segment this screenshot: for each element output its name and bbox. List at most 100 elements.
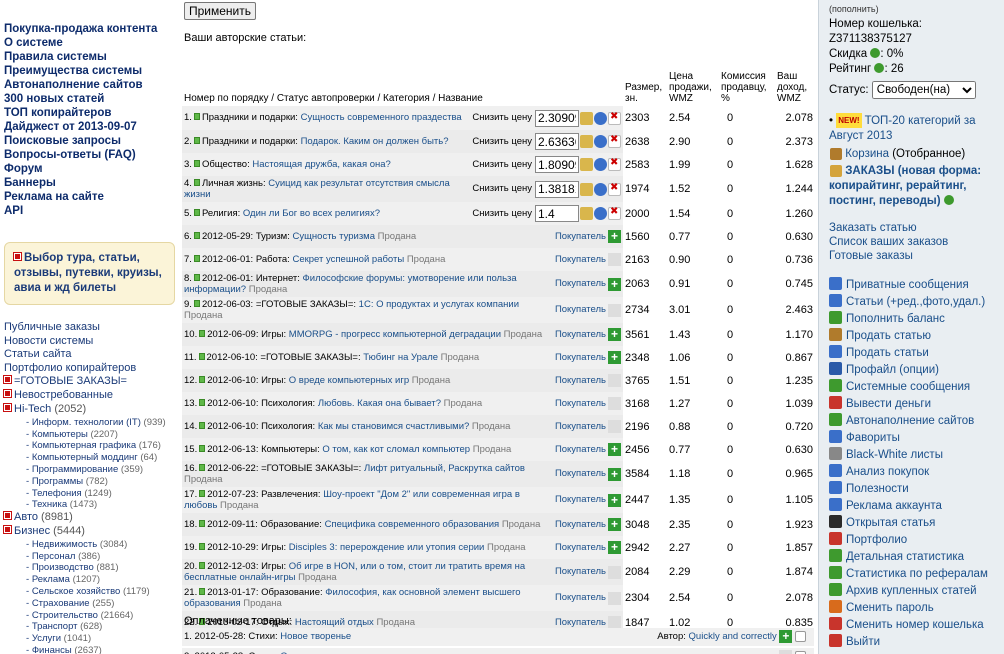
account-link[interactable]: Архив купленных статей <box>819 583 1004 600</box>
account-link-label[interactable]: Системные сообщения <box>846 381 971 393</box>
account-link-label[interactable]: Детальная статистика <box>846 551 965 563</box>
subcategory-item[interactable]: - Недвижимость (3084) <box>26 538 128 550</box>
buyer-link[interactable]: Покупатель <box>554 351 606 363</box>
delete-icon[interactable] <box>608 182 621 196</box>
subcategory-name[interactable]: Техника <box>31 499 68 511</box>
price-input[interactable] <box>535 205 579 222</box>
subcategory-name[interactable]: Телефония <box>31 487 82 499</box>
plus-icon[interactable]: + <box>608 277 621 291</box>
buyer-link[interactable]: Покупатель <box>554 592 606 604</box>
nav-link[interactable]: Форум <box>4 163 43 175</box>
account-link-label[interactable]: Портфолио <box>846 534 908 546</box>
subcategory-item[interactable]: - Техника (1473) <box>26 499 98 511</box>
price-input[interactable] <box>535 109 579 127</box>
section-link[interactable]: Новости системы <box>4 334 94 347</box>
account-link-label[interactable]: Полезности <box>846 483 909 495</box>
subcategory-item[interactable]: - Программы (782) <box>26 475 108 487</box>
section-link[interactable]: Портфолио копирайтеров <box>4 361 137 374</box>
copy-icon[interactable] <box>594 182 607 196</box>
edit-icon[interactable] <box>580 182 593 196</box>
buyer-link[interactable]: Покупатель <box>554 230 606 242</box>
account-link[interactable]: Выйти <box>819 634 1004 651</box>
buyer-link[interactable]: Покупатель <box>554 518 606 530</box>
category-name[interactable]: Невостребованные <box>14 389 113 402</box>
plus-icon[interactable]: + <box>608 493 621 507</box>
account-link[interactable]: Профайл (опции) <box>819 362 1004 379</box>
subcategory-name[interactable]: Компьютеры <box>31 428 88 440</box>
buyer-link[interactable]: Покупатель <box>554 443 606 455</box>
row-title-link[interactable]: Философские форумы: умотворение или поль… <box>184 272 517 296</box>
plus-icon[interactable]: + <box>608 328 621 341</box>
order-link[interactable]: Заказать статью <box>829 222 917 234</box>
buyer-link[interactable]: Покупатель <box>554 304 606 316</box>
subcategory-item[interactable]: - Программирование (359) <box>26 463 144 475</box>
subcategory-name[interactable]: Финансы <box>31 644 72 654</box>
subcategory-item[interactable]: - Услуги (1041) <box>26 633 92 645</box>
select-checkbox[interactable] <box>795 630 806 642</box>
promo-box[interactable]: Выбор тура, статьи, отзывы, путевки, кру… <box>4 242 175 305</box>
buyer-link[interactable]: Покупатель <box>554 253 606 265</box>
nav-link[interactable]: Правила системы <box>4 51 107 63</box>
buyer-link[interactable]: Покупатель <box>554 566 606 578</box>
account-link[interactable]: Сменить номер кошелька <box>819 617 1004 634</box>
subcategory-item[interactable]: - Финансы (2637) <box>26 644 102 654</box>
section-link[interactable]: Статьи сайта <box>4 348 72 361</box>
account-link[interactable]: Статистика по рефералам <box>819 566 1004 583</box>
apply-button[interactable]: Применить <box>184 2 257 20</box>
row-title-link[interactable]: О том, как кот сломал компьютер <box>322 443 471 455</box>
row-title-link[interactable]: Как мы становимся счастливыми? <box>317 420 470 432</box>
buyer-link[interactable]: Покупатель <box>554 468 606 480</box>
delete-icon[interactable] <box>608 111 621 125</box>
nav-link[interactable]: Поисковые запросы <box>4 135 121 147</box>
subcategory-item[interactable]: - Сельское хозяйство (1179) <box>26 585 150 597</box>
buyer-link[interactable]: Покупатель <box>554 420 606 432</box>
account-link-label[interactable]: Выйти <box>846 636 881 648</box>
paid-row-title[interactable]: Одиночество <box>280 651 338 654</box>
subcategory-item[interactable]: - Страхование (255) <box>26 597 115 609</box>
delete-icon[interactable] <box>608 134 621 148</box>
account-link-label[interactable]: Статистика по рефералам <box>846 568 988 580</box>
select-checkbox[interactable] <box>795 650 806 654</box>
account-link[interactable]: Системные сообщения <box>819 379 1004 396</box>
plus-icon[interactable]: + <box>608 443 621 456</box>
nav-link[interactable]: Баннеры <box>4 177 56 189</box>
cart-text[interactable]: Корзина <box>845 148 890 160</box>
buyer-link[interactable]: Покупатель <box>554 616 606 628</box>
category-item[interactable]: Невостребованные <box>3 389 180 403</box>
question-icon[interactable] <box>874 63 885 73</box>
plus-icon[interactable]: + <box>608 541 621 554</box>
delete-icon[interactable] <box>608 157 621 171</box>
nav-link[interactable]: Покупка-продажа контента <box>4 23 158 35</box>
account-link-label[interactable]: Пополнить баланс <box>846 313 945 325</box>
top20-text[interactable]: ТОП-20 категорий за Август 2013 <box>829 115 976 142</box>
edit-icon[interactable] <box>580 158 593 171</box>
nav-link[interactable]: Преимущества системы <box>4 65 143 77</box>
subcategory-name[interactable]: Транспорт <box>31 621 78 633</box>
account-link[interactable]: Вывести деньги <box>819 396 1004 413</box>
promo-link[interactable]: Выбор тура, статьи, отзывы, путевки, кру… <box>14 252 162 294</box>
subcategory-item[interactable]: - Телефония (1249) <box>26 487 112 499</box>
row-title-link[interactable]: О вреде компьютерных игр <box>288 374 410 386</box>
author-link[interactable]: Quickly and correctly <box>688 631 777 642</box>
section-link[interactable]: Публичные заказы <box>4 321 100 333</box>
row-title-link[interactable]: Disciples 3: перерождение или утопия сер… <box>288 541 485 553</box>
account-link-label[interactable]: Анализ покупок <box>846 466 930 478</box>
subcategory-name[interactable]: Информ. технологии (IT) <box>31 416 141 428</box>
subcategory-item[interactable]: - Компьютерный моддинг (64) <box>26 452 158 464</box>
account-link[interactable]: Реклама аккаунта <box>819 498 1004 515</box>
order-link[interactable]: Готовые заказы <box>829 250 913 262</box>
nav-link[interactable]: ТОП копирайтеров <box>4 107 112 119</box>
account-link[interactable]: Пополнить баланс <box>819 311 1004 328</box>
edit-icon[interactable] <box>580 111 593 125</box>
plus-icon[interactable]: + <box>779 629 793 643</box>
account-link-label[interactable]: Приватные сообщения <box>846 279 969 291</box>
edit-icon[interactable] <box>580 207 593 220</box>
row-title-link[interactable]: Настоящая дружба, какая она? <box>252 158 391 170</box>
subcategory-name[interactable]: Услуги <box>31 633 62 645</box>
row-title-link[interactable]: Один ли Бог во всех религиях? <box>242 207 380 219</box>
nav-link[interactable]: 300 новых статей <box>4 93 105 105</box>
buyer-link[interactable]: Покупатель <box>554 278 606 290</box>
subcategory-item[interactable]: - Транспорт (628) <box>26 621 103 633</box>
nav-link[interactable]: О системе <box>4 37 63 49</box>
order-link[interactable]: Список ваших заказов <box>829 236 949 248</box>
